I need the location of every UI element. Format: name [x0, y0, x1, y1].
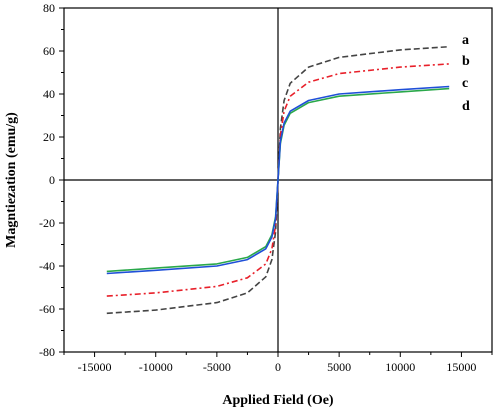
y-tick-label: 0	[49, 173, 55, 187]
x-tick-label: 0	[275, 360, 281, 374]
y-tick-label: -60	[39, 302, 55, 316]
y-tick-label: -20	[39, 216, 55, 230]
series-layer	[106, 45, 450, 315]
x-tick-label: 10000	[385, 360, 415, 374]
y-tick-label: 40	[43, 87, 55, 101]
x-tick-label: -10000	[139, 360, 173, 374]
y-tick-label: -80	[39, 345, 55, 359]
curve-label-a: a	[462, 33, 469, 48]
y-tick-label: 80	[43, 1, 55, 15]
x-tick-label: 15000	[446, 360, 476, 374]
y-tick-label: -40	[39, 259, 55, 273]
series-line-b	[106, 63, 450, 297]
curve-label-c: c	[462, 76, 468, 91]
axes: -15000 -10000 -5000 0 5000 10000 15000 -80 -60 -4…	[39, 1, 493, 374]
curve-label-b: b	[462, 54, 470, 69]
x-tick-label: -15000	[78, 360, 112, 374]
x-axis-title: Applied Field (Oe)	[222, 393, 334, 408]
x-tick-label: -5000	[203, 360, 231, 374]
y-tick-label: 20	[43, 130, 55, 144]
y-axis-title: Magntiezation (emu/g)	[4, 112, 19, 248]
x-tick-label: 5000	[327, 360, 351, 374]
series-line-d	[106, 85, 450, 275]
y-tick-label: 60	[43, 44, 55, 58]
curve-label-d: d	[462, 99, 470, 114]
